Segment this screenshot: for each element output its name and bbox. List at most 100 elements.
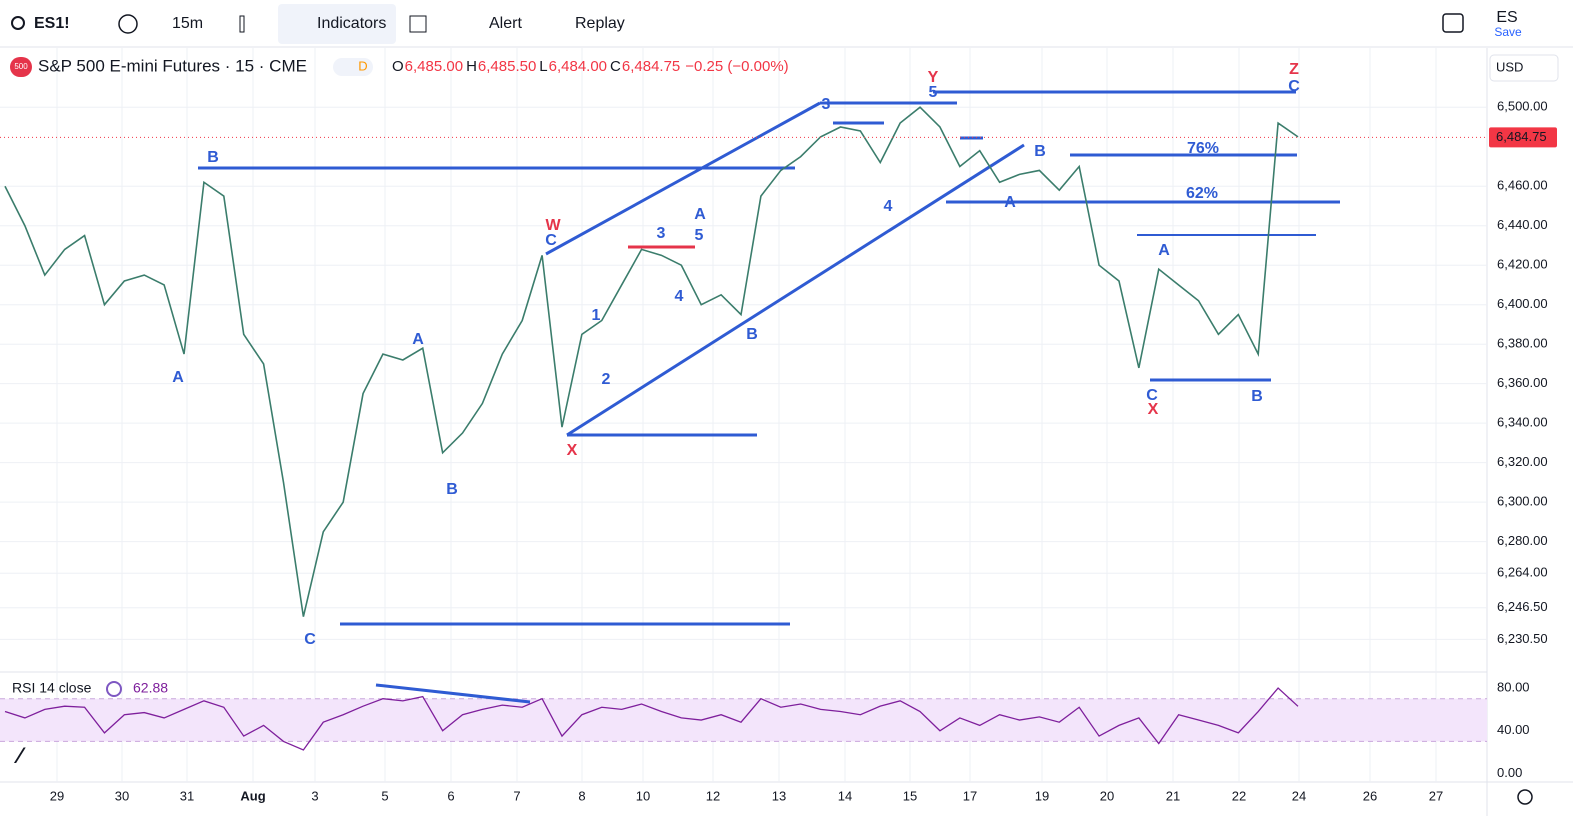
price-line — [4, 106, 1299, 617]
wave-label: A — [1158, 242, 1170, 259]
x-tick-label: 22 — [1232, 788, 1246, 803]
wave-label: Z — [1289, 61, 1299, 78]
x-tick-label: 7 — [513, 788, 520, 803]
status-pill — [333, 58, 373, 76]
ohlc-value: 6,485.50 — [478, 58, 536, 75]
rsi-line — [4, 687, 1299, 751]
rsi-tick-label: 80.00 — [1497, 679, 1530, 694]
x-tick-label: 26 — [1363, 788, 1377, 803]
wave-label: 3 — [822, 96, 831, 113]
rsi-icon[interactable] — [106, 681, 122, 697]
status: D — [358, 58, 367, 73]
wave-label: X — [1148, 401, 1159, 418]
ohlc-label: C — [610, 58, 621, 75]
wave-label: C — [1146, 387, 1158, 404]
rsi-trend-line — [375, 683, 531, 704]
symbol[interactable]: ES1! — [34, 15, 70, 32]
symbol-badge — [10, 57, 32, 77]
wave-label: 5 — [695, 227, 704, 244]
y-tick-label: 6,360.00 — [1497, 375, 1548, 390]
x-tick-label: 10 — [636, 788, 650, 803]
wave-label: A — [1004, 194, 1016, 211]
rsi-tick-label: 40.00 — [1497, 722, 1530, 737]
y-tick-label: 6,460.00 — [1497, 178, 1548, 193]
y-tick-label: 6,340.00 — [1497, 415, 1548, 430]
y-tick-label: 6,230.50 — [1497, 631, 1548, 646]
wave-label: C — [1288, 78, 1300, 95]
rsi-title: RSI 14 close — [12, 680, 92, 696]
x-tick-label: 20 — [1100, 788, 1114, 803]
chart-title: S&P 500 E-mini Futures · 15 · CME — [38, 56, 307, 75]
x-tick-label: 27 — [1429, 788, 1443, 803]
search-icon[interactable] — [11, 16, 25, 30]
x-tick-label: 30 — [115, 788, 129, 803]
last-price-box — [1489, 127, 1557, 148]
y-tick-label: 6,500.00 — [1497, 99, 1548, 114]
ohlc-label: H — [466, 58, 477, 75]
wave-label: B — [1034, 143, 1046, 160]
x-tick-label: 31 — [180, 788, 194, 803]
rsi-tick-label: 0.00 — [1497, 765, 1522, 780]
interval[interactable]: 15m — [172, 15, 203, 32]
x-tick-label: 13 — [772, 788, 786, 803]
y-tick-label: 6,246.50 — [1497, 599, 1548, 614]
ohlc-value: 6,484.00 — [549, 58, 607, 75]
y-tick-label: 6,264.00 — [1497, 565, 1548, 580]
ohlc-label: O — [392, 58, 404, 75]
y-tick-label: 6,420.00 — [1497, 257, 1548, 272]
x-tick-label: 8 — [578, 788, 585, 803]
change: −0.25 (−0.00%) — [685, 58, 788, 75]
x-tick-label: 29 — [50, 788, 64, 803]
wave-label: 5 — [929, 84, 938, 101]
alert[interactable]: Alert — [489, 15, 522, 32]
wave-label: 1 — [592, 307, 601, 324]
x-tick-label: 24 — [1292, 788, 1306, 803]
wave-label: A — [172, 369, 184, 386]
wave-label: W — [545, 217, 561, 234]
x-tick-label: Aug — [240, 788, 265, 803]
channel-line — [566, 143, 1025, 437]
ohlc: O 6,485.00 H 6,485.50 L 6,484.00 C 6,484.75 — [392, 58, 680, 75]
last-price-label: 6,484.75 — [1496, 129, 1547, 144]
indicators[interactable]: Indicators — [317, 15, 386, 32]
wave-label: B — [1251, 388, 1263, 405]
y-tick-label: 6,400.00 — [1497, 296, 1548, 311]
layout-icon[interactable] — [409, 15, 427, 33]
currency[interactable]: USD — [1496, 59, 1523, 74]
wave-label: 76% — [1187, 140, 1219, 157]
x-tick-label: 14 — [838, 788, 852, 803]
wave-label: C — [545, 232, 557, 249]
y-tick-label: 6,320.00 — [1497, 454, 1548, 469]
wave-label: 4 — [884, 198, 893, 215]
settings[interactable] — [1517, 789, 1533, 805]
wave-lines — [198, 90, 1340, 704]
wave-label: B — [446, 481, 458, 498]
currency-box[interactable] — [1489, 54, 1559, 82]
wave-label: A — [412, 331, 424, 348]
channel-line — [545, 101, 821, 256]
wave-label: X — [567, 442, 578, 459]
wave-label: 62% — [1186, 185, 1218, 202]
x-tick-label: 17 — [963, 788, 977, 803]
x-tick-label: 3 — [311, 788, 318, 803]
replay[interactable]: Replay — [575, 15, 625, 32]
chart-type-icon[interactable] — [239, 15, 245, 33]
add-symbol[interactable] — [118, 14, 138, 34]
ohlc-value: 6,484.75 — [622, 58, 680, 75]
fullscreen[interactable] — [1442, 13, 1464, 33]
y-tick-label: 6,440.00 — [1497, 217, 1548, 232]
wave-label: C — [304, 631, 316, 648]
wave-label: 2 — [602, 371, 611, 388]
badge-text: 500 — [14, 62, 28, 71]
save[interactable]: Save — [1494, 25, 1522, 39]
indicators-button[interactable] — [278, 4, 396, 44]
ohlc-value: 6,485.00 — [405, 58, 463, 75]
x-tick-label: 19 — [1035, 788, 1049, 803]
x-tick-label: 15 — [903, 788, 917, 803]
account[interactable]: ES — [1496, 9, 1517, 26]
wave-label: B — [207, 149, 219, 166]
wave-label: A — [694, 206, 706, 223]
ohlc-label: L — [539, 58, 547, 75]
